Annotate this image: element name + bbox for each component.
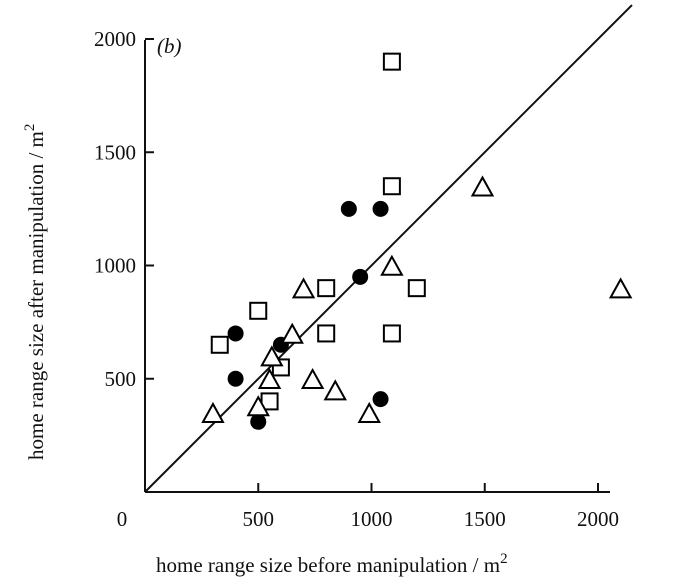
data-point-open-triangle [470, 175, 495, 197]
data-point-open-square [317, 324, 336, 343]
plot-area: 500 1000 1500 2000 500 1000 1500 2000 [94, 4, 633, 531]
origin-label: 0 [117, 507, 128, 531]
x-ticks: 500 1000 1500 2000 [243, 483, 619, 531]
y-tick-label: 1000 [94, 254, 136, 278]
data-point-filled-circle [352, 268, 369, 285]
data-point-open-triangle [300, 367, 325, 390]
y-tick-label: 2000 [94, 27, 136, 51]
y-axis-label: home range size after manipulation / m2 [22, 124, 48, 460]
data-point-open-triangle [323, 379, 347, 401]
data-point-filled-circle [250, 413, 267, 430]
data-point-open-square [210, 335, 229, 354]
x-tick-label: 1000 [351, 507, 393, 531]
x-tick-label: 500 [243, 507, 275, 531]
data-point-open-triangle [357, 401, 381, 423]
data-point-open-triangle [201, 401, 225, 423]
data-points [201, 52, 633, 430]
data-point-filled-circle [372, 391, 389, 408]
data-point-open-square [407, 279, 426, 298]
x-axis-label-superscript: 2 [500, 551, 508, 567]
y-ticks: 500 1000 1500 2000 [94, 27, 154, 391]
y-tick-label: 500 [105, 367, 137, 391]
x-axis-label: home range size before manipulation / m2 [156, 551, 508, 577]
data-point-open-square [382, 177, 401, 196]
data-point-filled-circle [227, 325, 244, 342]
y-tick-label: 1500 [94, 140, 136, 164]
data-point-open-square [317, 279, 336, 298]
y-axis-label-text: home range size after manipulation / m [24, 131, 48, 460]
data-point-open-square [249, 301, 268, 320]
data-point-open-triangle [291, 277, 316, 299]
data-point-open-square [382, 324, 401, 343]
data-point-filled-circle [227, 370, 244, 387]
x-tick-label: 2000 [577, 507, 619, 531]
data-point-open-triangle [246, 395, 270, 417]
x-tick-label: 1500 [464, 507, 506, 531]
data-point-open-triangle [280, 322, 304, 344]
panel-label: (b) [157, 34, 182, 58]
data-point-open-triangle [260, 345, 284, 367]
data-point-filled-circle [372, 200, 389, 217]
y-axis-label-superscript: 2 [22, 124, 38, 132]
data-point-open-triangle [608, 277, 633, 299]
data-point-open-square [382, 52, 401, 71]
data-point-open-triangle [257, 367, 282, 390]
data-point-open-triangle [380, 254, 404, 276]
data-point-filled-circle [340, 200, 357, 217]
x-axis-label-text: home range size before manipulation / m [156, 553, 500, 577]
reference-line [144, 4, 633, 493]
